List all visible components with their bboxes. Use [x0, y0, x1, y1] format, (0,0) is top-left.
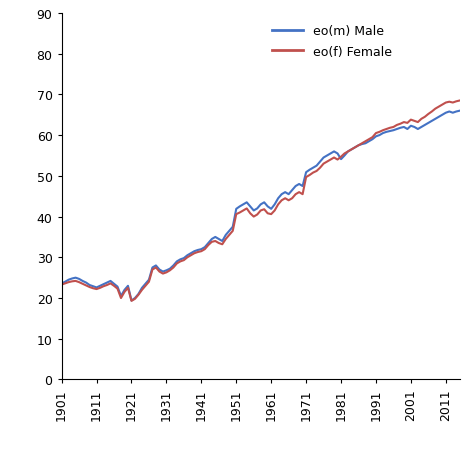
Legend: eo(m) Male, eo(f) Female: eo(m) Male, eo(f) Female — [267, 20, 397, 63]
